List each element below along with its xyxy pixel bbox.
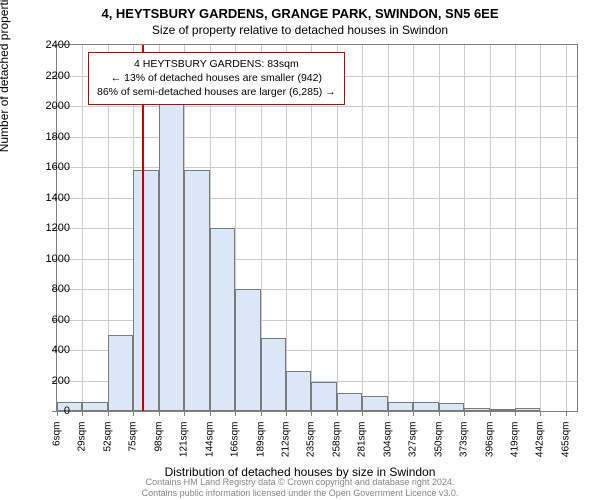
credit-text: Contains HM Land Registry data © Crown c… <box>0 477 600 498</box>
xtick-mark <box>490 411 491 416</box>
histogram-bar <box>311 382 336 411</box>
ytick-label: 200 <box>30 375 70 387</box>
xtick-mark <box>133 411 134 416</box>
histogram-bar <box>388 402 413 411</box>
histogram-bar <box>210 228 235 411</box>
xtick-mark <box>159 411 160 416</box>
xtick-label: 442sqm <box>535 422 546 472</box>
gridline <box>566 45 567 411</box>
histogram-bar <box>362 396 387 411</box>
histogram-bar <box>439 403 464 411</box>
ytick-label: 0 <box>30 405 70 417</box>
info-line-3: 86% of semi-detached houses are larger (… <box>97 85 336 99</box>
xtick-label: 396sqm <box>484 422 495 472</box>
xtick-mark <box>235 411 236 416</box>
gridline <box>82 45 83 411</box>
xtick-mark <box>261 411 262 416</box>
xtick-label: 327sqm <box>408 422 419 472</box>
gridline <box>57 137 577 138</box>
xtick-label: 373sqm <box>459 422 470 472</box>
gridline <box>515 45 516 411</box>
ytick-label: 1800 <box>30 131 70 143</box>
histogram-bar <box>413 402 438 411</box>
histogram-bar <box>286 371 311 411</box>
info-line-2: ← 13% of detached houses are smaller (94… <box>97 71 336 85</box>
xtick-mark <box>566 411 567 416</box>
info-box: 4 HEYTSBURY GARDENS: 83sqm ← 13% of deta… <box>88 52 345 105</box>
xtick-mark <box>464 411 465 416</box>
chart-title: 4, HEYTSBURY GARDENS, GRANGE PARK, SWIND… <box>0 0 600 21</box>
chart-subtitle: Size of property relative to detached ho… <box>0 23 600 37</box>
xtick-mark <box>388 411 389 416</box>
gridline <box>490 45 491 411</box>
xtick-label: 144sqm <box>204 422 215 472</box>
ytick-label: 1200 <box>30 222 70 234</box>
histogram-bar <box>490 409 515 411</box>
xtick-label: 304sqm <box>382 422 393 472</box>
ytick-label: 600 <box>30 314 70 326</box>
xtick-label: 189sqm <box>255 422 266 472</box>
gridline <box>439 45 440 411</box>
xtick-mark <box>362 411 363 416</box>
gridline <box>464 45 465 411</box>
xtick-label: 29sqm <box>77 422 88 472</box>
ytick-label: 1400 <box>30 192 70 204</box>
gridline <box>388 45 389 411</box>
xtick-mark <box>82 411 83 416</box>
histogram-bar <box>337 393 362 411</box>
xtick-mark <box>413 411 414 416</box>
ytick-label: 2200 <box>30 70 70 82</box>
histogram-bar <box>515 408 540 411</box>
xtick-label: 350sqm <box>433 422 444 472</box>
info-line-1: 4 HEYTSBURY GARDENS: 83sqm <box>97 57 336 71</box>
xtick-label: 75sqm <box>128 422 139 472</box>
xtick-label: 6sqm <box>52 422 63 472</box>
xtick-mark <box>108 411 109 416</box>
xtick-label: 258sqm <box>331 422 342 472</box>
ytick-label: 2000 <box>30 100 70 112</box>
gridline <box>57 106 577 107</box>
xtick-label: 52sqm <box>102 422 113 472</box>
ytick-label: 1000 <box>30 253 70 265</box>
xtick-mark <box>311 411 312 416</box>
credit-line-1: Contains HM Land Registry data © Crown c… <box>0 477 600 487</box>
xtick-label: 419sqm <box>510 422 521 472</box>
ytick-label: 1600 <box>30 161 70 173</box>
histogram-bar <box>464 408 489 411</box>
gridline <box>362 45 363 411</box>
xtick-label: 98sqm <box>153 422 164 472</box>
xtick-mark <box>439 411 440 416</box>
histogram-bar <box>159 63 184 411</box>
histogram-bar <box>133 170 158 411</box>
xtick-mark <box>337 411 338 416</box>
histogram-bar <box>82 402 107 411</box>
credit-line-2: Contains public information licensed und… <box>0 488 600 498</box>
gridline <box>413 45 414 411</box>
xtick-label: 281sqm <box>357 422 368 472</box>
xtick-label: 212sqm <box>281 422 292 472</box>
histogram-bar <box>108 335 133 411</box>
xtick-mark <box>540 411 541 416</box>
gridline <box>540 45 541 411</box>
xtick-label: 121sqm <box>179 422 190 472</box>
histogram-bar <box>261 338 286 411</box>
ytick-label: 800 <box>30 283 70 295</box>
histogram-bar <box>184 170 209 411</box>
gridline <box>57 167 577 168</box>
ytick-label: 2400 <box>30 39 70 51</box>
xtick-label: 166sqm <box>230 422 241 472</box>
xtick-mark <box>184 411 185 416</box>
xtick-label: 235sqm <box>306 422 317 472</box>
chart-container: 4, HEYTSBURY GARDENS, GRANGE PARK, SWIND… <box>0 0 600 500</box>
ytick-label: 400 <box>30 344 70 356</box>
y-axis-label: Number of detached properties <box>0 0 11 152</box>
histogram-bar <box>235 289 260 411</box>
xtick-mark <box>515 411 516 416</box>
xtick-mark <box>286 411 287 416</box>
xtick-mark <box>210 411 211 416</box>
xtick-label: 465sqm <box>560 422 571 472</box>
